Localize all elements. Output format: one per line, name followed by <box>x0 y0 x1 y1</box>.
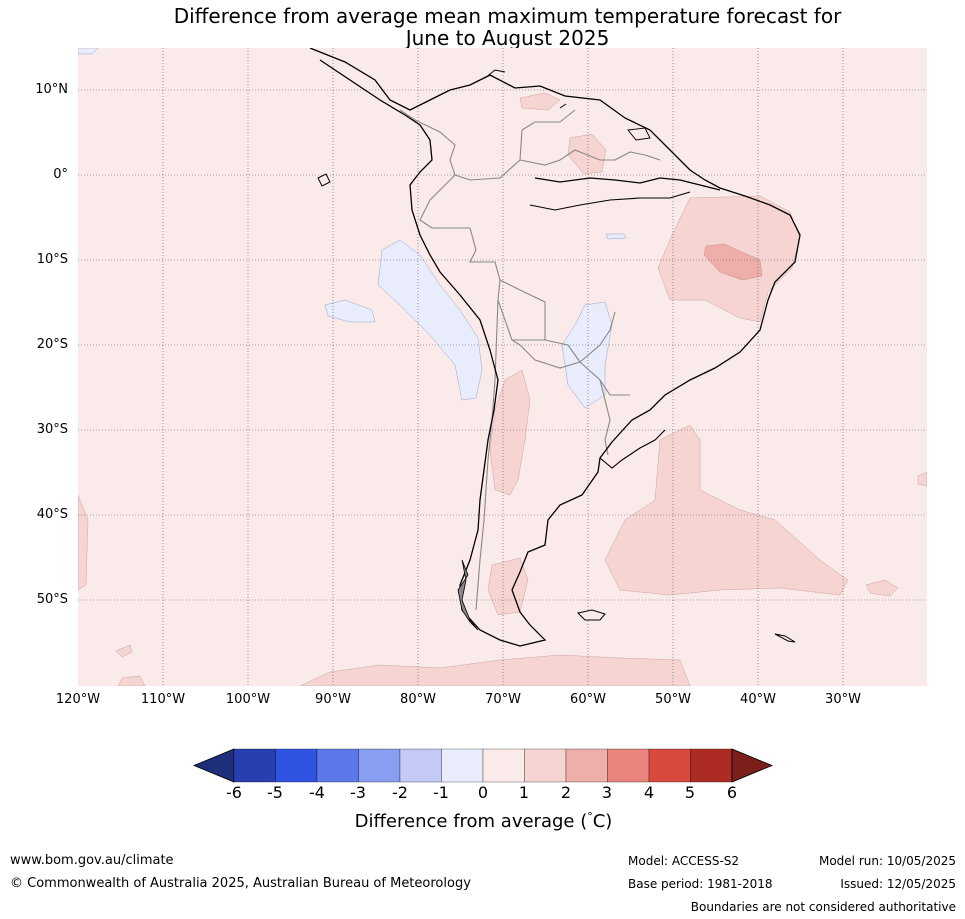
colorbar-tick: -3 <box>350 783 366 802</box>
lat-label-10n: 10°N <box>35 82 68 97</box>
lon-label-50w: 50°W <box>655 692 691 707</box>
colorbar-tick: 6 <box>726 783 738 802</box>
colorbar-label-unit: C) <box>592 811 613 832</box>
colorbar-segment <box>607 748 650 783</box>
footer-model-run: Model run: 10/05/2025 <box>818 854 956 868</box>
footer-copyright: © Commonwealth of Australia 2025, Austra… <box>10 876 471 891</box>
lat-label-30s: 30°S <box>36 422 68 437</box>
degree-symbol: ° <box>587 810 593 823</box>
colorbar-tick: -1 <box>433 783 449 802</box>
colorbar-segment <box>690 748 733 783</box>
anomaly-region-amazon-small <box>605 233 627 240</box>
title-line-2: June to August 2025 <box>405 26 610 50</box>
colorbar-extend-high <box>731 748 774 783</box>
colorbar-segment <box>358 748 401 783</box>
lon-label-40w: 40°W <box>740 692 776 707</box>
lat-label-0: 0° <box>53 167 68 182</box>
footer-issued: Issued: 12/05/2025 <box>840 877 956 891</box>
colorbar-tick: 3 <box>601 783 613 802</box>
colorbar-segment <box>565 748 608 783</box>
colorbar-segment <box>275 748 318 783</box>
colorbar-segment <box>648 748 691 783</box>
colorbar-tick: -2 <box>392 783 408 802</box>
anomaly-region-west-pacific <box>78 494 89 591</box>
country-borders <box>399 109 661 611</box>
lat-label-10s: 10°S <box>36 252 68 267</box>
colorbar-segment <box>316 748 359 783</box>
lon-label-70w: 70°W <box>485 692 521 707</box>
colorbar-tick: 0 <box>477 783 489 802</box>
colorbar-tick: 5 <box>684 783 696 802</box>
coastline-chile-fjords <box>457 559 479 631</box>
lat-label-20s: 20°S <box>36 337 68 352</box>
colorbar-segment <box>482 748 525 783</box>
lon-label-110w: 110°W <box>140 692 186 707</box>
colorbar-label-prefix: Difference from average ( <box>354 811 588 832</box>
coastline-galapagos <box>317 173 331 187</box>
footer-url[interactable]: www.bom.gov.au/climate <box>10 853 174 868</box>
footer-disclaimer: Boundaries are not considered authoritat… <box>690 900 956 914</box>
colorbar-tick: 2 <box>560 783 572 802</box>
coastline-rio-de-la-plata <box>599 429 666 469</box>
anomaly-region-far-east <box>917 471 927 487</box>
coastline-south-america <box>309 48 801 647</box>
anomaly-region-paraguay <box>561 301 613 409</box>
anomaly-region-south-band <box>299 654 691 686</box>
lon-label-90w: 90°W <box>315 692 351 707</box>
lon-label-100w: 100°W <box>225 692 271 707</box>
footer-base-period: Base period: 1981-2018 <box>628 877 773 891</box>
anomaly-region-ne-brazil-core <box>703 243 763 281</box>
lat-label-50s: 50°S <box>36 592 68 607</box>
coastline-amazon-river-2 <box>529 191 691 211</box>
anomaly-region-pacific-small <box>324 299 376 323</box>
anomaly-region-caribbean <box>519 92 561 111</box>
colorbar-extend-low <box>192 748 235 783</box>
colorbar-label: Difference from average (°C) <box>0 810 965 832</box>
coastline-caribbean-islands <box>484 69 651 141</box>
anomaly-region-south-atlantic-small <box>865 579 899 597</box>
coastline-falklands <box>576 609 606 621</box>
chart-title: Difference from average mean maximum tem… <box>0 5 965 49</box>
coastline-amazon-river <box>534 177 721 191</box>
colorbar-tick: 4 <box>643 783 655 802</box>
colorbar-tick: -6 <box>226 783 242 802</box>
colorbar-segment <box>524 748 567 783</box>
colorbar-tick: -5 <box>267 783 283 802</box>
lat-label-40s: 40°S <box>36 507 68 522</box>
lon-label-120w: 120°W <box>55 692 101 707</box>
lon-label-60w: 60°W <box>570 692 606 707</box>
colorbar-segment <box>399 748 442 783</box>
lon-label-80w: 80°W <box>400 692 436 707</box>
gridlines <box>78 48 927 686</box>
footer-model: Model: ACCESS-S2 <box>628 854 740 868</box>
anomaly-region-pacific-speck <box>115 644 133 658</box>
title-line-1: Difference from average mean maximum tem… <box>173 4 842 28</box>
colorbar-segment <box>233 748 276 783</box>
colorbar-tick: -4 <box>309 783 325 802</box>
anomaly-region-south-atlantic <box>604 424 849 596</box>
lon-label-30w: 30°W <box>825 692 861 707</box>
colorbar-segment <box>441 748 484 783</box>
colorbar-tick: 1 <box>518 783 530 802</box>
anomaly-region-top-left <box>78 48 99 55</box>
anomaly-region-southwest-pacific <box>117 675 146 686</box>
coastline-south-georgia <box>774 633 796 643</box>
